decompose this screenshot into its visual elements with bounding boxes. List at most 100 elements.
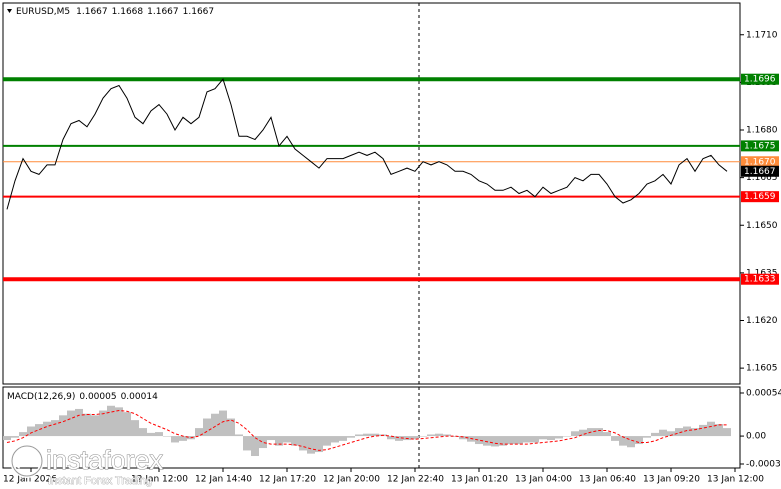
x-tick-label: 13 Jan 12:00	[707, 475, 764, 485]
macd-histogram-bar	[195, 428, 203, 437]
macd-histogram-bar	[531, 436, 539, 443]
x-tick-label: 12 Jan 12:00	[131, 475, 188, 485]
macd-histogram-bar	[443, 434, 451, 437]
macd-histogram-bar	[371, 433, 379, 437]
level-label: 1.1659	[744, 192, 776, 202]
macd-histogram-bar	[523, 436, 531, 443]
macd-histogram-bar	[707, 421, 715, 437]
macd-histogram-bar	[115, 407, 123, 437]
macd-header: MACD(12,26,9) 0.00005 0.00014	[7, 392, 158, 402]
level-label-box	[741, 273, 779, 285]
level-label: 1.1670	[744, 157, 776, 167]
last-price-box	[741, 165, 779, 177]
macd-histogram-bar	[459, 436, 467, 440]
macd-histogram-bar	[283, 436, 291, 443]
macd-histogram-bar	[27, 426, 35, 437]
macd-histogram-bar	[643, 436, 651, 438]
watermark-name: instaforex	[46, 445, 164, 475]
x-tick-label: 13 Jan 09:20	[643, 475, 700, 485]
macd-histogram-bar	[315, 436, 323, 453]
logo-ring-edge	[11, 445, 43, 477]
macd-y-tick-label: -0.00035	[746, 460, 781, 470]
macd-histogram-bar	[539, 436, 547, 440]
x-tick-label: 12 Jan 17:20	[259, 475, 316, 485]
high: 1.1668	[112, 7, 144, 17]
macd-histogram-bar	[347, 436, 355, 438]
macd-histogram-bar	[411, 436, 419, 440]
macd-histogram-bar	[419, 436, 427, 437]
watermark: instaforex Instant Forex Trading	[10, 444, 164, 487]
level-label-box	[741, 191, 779, 203]
low: 1.1667	[147, 7, 179, 17]
header-arrow	[7, 9, 12, 13]
x-tick-label: 12 Jan 20:00	[323, 475, 380, 485]
macd-layer	[3, 405, 731, 457]
macd-histogram-bar	[667, 431, 675, 437]
price-panel-frame	[2, 2, 741, 385]
macd-histogram-bar	[43, 421, 51, 437]
level-label-box	[741, 140, 779, 152]
x-tick-label: 12 Jan 14:40	[195, 475, 252, 485]
macd-histogram-bar	[267, 436, 275, 441]
macd-histogram-bar	[475, 436, 483, 445]
macd-histogram-bar	[75, 408, 83, 437]
macd-histogram-bar	[515, 436, 523, 445]
macd-histogram-bar	[35, 424, 43, 437]
macd-histogram-bar	[291, 436, 299, 446]
y-tick-label: 1.1620	[746, 316, 778, 326]
macd-histogram-bar	[259, 436, 267, 449]
macd-histogram-bar	[427, 434, 435, 437]
macd-histogram-bar	[483, 436, 491, 446]
macd-histogram-bar	[355, 434, 363, 437]
macd-histogram-bar	[123, 412, 131, 437]
macd-histogram-bar	[387, 436, 395, 440]
macd-histogram-bar	[51, 420, 59, 437]
level-label: 1.1633	[744, 275, 776, 285]
macd-histogram-bar	[563, 436, 571, 437]
level-label: 1.1675	[744, 141, 776, 151]
macd-histogram-bar	[339, 436, 347, 441]
macd-histogram-bar	[11, 436, 19, 438]
level-label: 1.1696	[744, 75, 776, 85]
x-tick-label: 12 Jan 2026	[3, 475, 57, 485]
macd-histogram-bar	[491, 436, 499, 447]
macd-histogram-bar	[59, 415, 67, 437]
macd-histogram-bar	[275, 436, 283, 446]
macd-histogram-bar	[3, 436, 11, 441]
x-tick-label: 13 Jan 06:40	[579, 475, 636, 485]
price-layer	[3, 77, 740, 282]
macd-y-tick-label: 0.00054	[746, 388, 781, 398]
macd-histogram-bar	[243, 436, 251, 451]
x-tick-label: 12 Jan 22:40	[387, 475, 444, 485]
macd-histogram-bar	[619, 436, 627, 446]
macd-histogram-bar	[363, 433, 371, 437]
macd-histogram-bar	[299, 436, 307, 451]
open: 1.1667	[76, 7, 108, 17]
macd-title: MACD(12,26,9)	[7, 392, 75, 402]
macd-histogram-bar	[715, 424, 723, 437]
macd-histogram-bar	[131, 420, 139, 437]
macd-histogram-bar	[699, 424, 707, 437]
x-tick-label: 13 Jan 04:00	[515, 475, 572, 485]
macd-histogram-bar	[19, 432, 27, 437]
symbol: EURUSD,M5	[16, 7, 70, 17]
macd-histogram-bar	[451, 436, 459, 437]
macd-histogram-bar	[203, 418, 211, 437]
macd-panel-frame	[2, 386, 741, 469]
macd-main-value: 0.00005	[79, 392, 116, 402]
macd-histogram-bar	[331, 436, 339, 443]
macd-histogram-bar	[227, 418, 235, 437]
macd-histogram-bar	[139, 428, 147, 437]
macd-histogram-bar	[579, 429, 587, 437]
macd-histogram-bar	[571, 431, 579, 437]
macd-histogram-bar	[155, 432, 163, 437]
watermark-tagline: Instant Forex Trading	[48, 475, 152, 487]
logo-mark	[16, 449, 38, 469]
close: 1.1667	[183, 7, 215, 17]
macd-histogram-bar	[211, 413, 219, 437]
macd-histogram-bar	[499, 436, 507, 446]
axis-layer: 1.1605 1.1620 1.1635 1.1650 1.1665 1.1680 1.16…	[3, 30, 781, 484]
macd-histogram-bar	[251, 436, 259, 457]
